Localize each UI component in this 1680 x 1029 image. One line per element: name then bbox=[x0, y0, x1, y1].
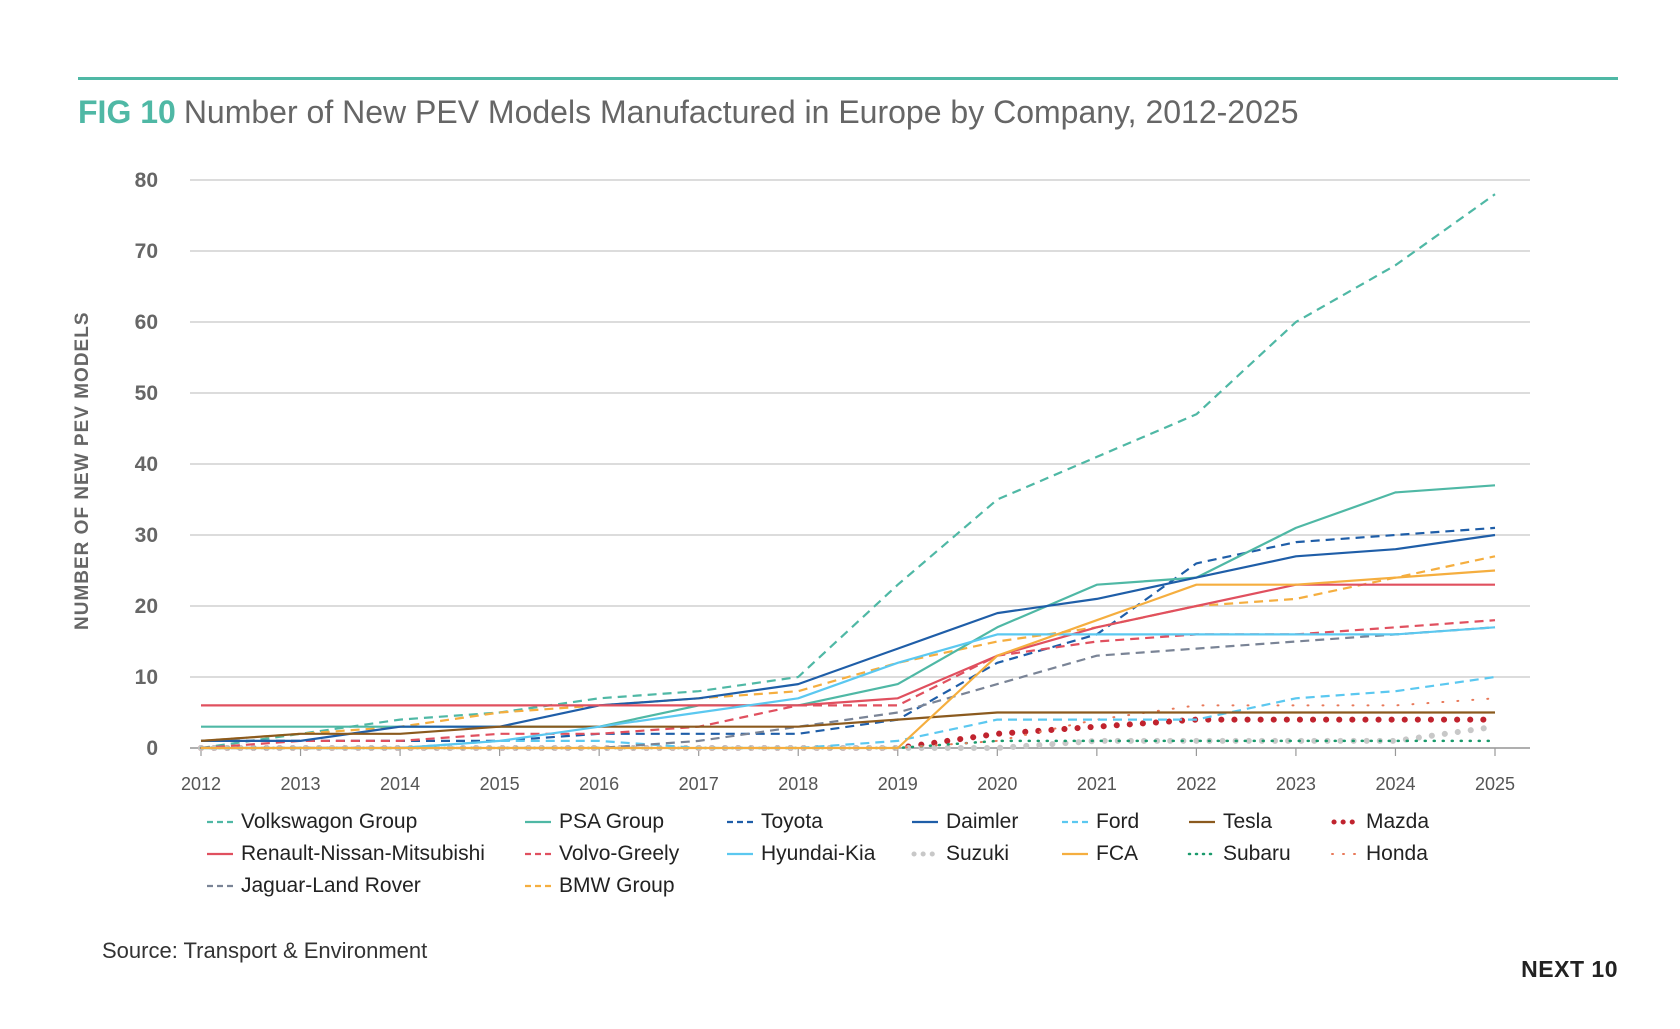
legend-swatch bbox=[1062, 820, 1088, 824]
y-tick-label: 10 bbox=[135, 666, 158, 689]
legend-label: Volkswagon Group bbox=[241, 810, 418, 833]
series-lines bbox=[198, 193, 1498, 751]
legend-swatch bbox=[1062, 852, 1088, 856]
series-line-toyota bbox=[201, 526, 1496, 742]
grid-lines bbox=[190, 179, 1530, 749]
legend-item: Toyota bbox=[725, 810, 823, 834]
legend-swatch bbox=[727, 852, 753, 856]
x-tick-label: 2025 bbox=[1475, 774, 1515, 794]
figure-number: FIG 10 bbox=[78, 94, 176, 130]
series-line-daimler bbox=[201, 533, 1496, 742]
legend-swatch bbox=[207, 820, 233, 824]
legend-item: Mazda bbox=[1330, 810, 1429, 834]
y-tick-label: 60 bbox=[135, 311, 158, 334]
legend-swatch bbox=[207, 884, 233, 888]
legend-label: FCA bbox=[1096, 842, 1138, 865]
legend-item: BMW Group bbox=[523, 874, 675, 898]
series-line-fca bbox=[201, 569, 1496, 750]
x-tick-label: 2022 bbox=[1176, 774, 1216, 794]
legend-swatch bbox=[1331, 853, 1359, 855]
legend-item: Renault-Nissan-Mitsubishi bbox=[205, 842, 485, 866]
legend-item: Subaru bbox=[1187, 842, 1291, 866]
legend-label: Toyota bbox=[761, 810, 823, 833]
legend-item: FCA bbox=[1060, 842, 1138, 866]
legend-swatch bbox=[525, 884, 551, 888]
legend-swatch bbox=[1187, 852, 1217, 856]
legend-swatch bbox=[525, 852, 551, 856]
x-tick-label: 2012 bbox=[181, 774, 221, 794]
series-line-renault-nissan-mitsubishi bbox=[201, 583, 1495, 707]
brand-logo: NEXT 10 bbox=[1521, 956, 1618, 982]
legend-label: Ford bbox=[1096, 810, 1140, 833]
legend-item: Suzuki bbox=[910, 842, 1009, 866]
legend-swatch bbox=[525, 820, 551, 824]
series-line-volkswagon-group bbox=[200, 193, 1496, 750]
x-tick-label: 2019 bbox=[878, 774, 918, 794]
legend-item: Hyundai-Kia bbox=[725, 842, 875, 866]
series-line-bmw-group bbox=[200, 555, 1496, 742]
y-tick-label: 20 bbox=[135, 595, 158, 618]
x-tick-label: 2020 bbox=[977, 774, 1017, 794]
y-tick-label: 30 bbox=[135, 524, 158, 547]
figure-title: FIG 10 Number of New PEV Models Manufactu… bbox=[78, 94, 1298, 131]
legend-label: PSA Group bbox=[559, 810, 665, 833]
top-rule bbox=[78, 77, 1618, 80]
y-tick-label: 80 bbox=[135, 169, 158, 192]
y-tick-label: 0 bbox=[146, 737, 158, 760]
legend-label: Suzuki bbox=[946, 842, 1010, 865]
x-tick-label: 2016 bbox=[579, 774, 619, 794]
legend-swatch bbox=[727, 820, 753, 824]
figure-title-text: Number of New PEV Models Manufactured in… bbox=[183, 94, 1299, 130]
legend-swatch bbox=[912, 820, 938, 824]
x-tick-label: 2013 bbox=[281, 774, 321, 794]
legend-label: Jaguar-Land Rover bbox=[241, 874, 421, 897]
series-line-jaguar-land-rover bbox=[201, 626, 1496, 750]
legend-swatch bbox=[1189, 820, 1215, 824]
legend-item: PSA Group bbox=[523, 810, 664, 834]
series-line-volvo-greely bbox=[200, 619, 1496, 750]
y-tick-labels: 0 10 20 30 40 50 60 70 80 bbox=[135, 169, 158, 760]
legend-item: Daimler bbox=[910, 810, 1018, 834]
legend-label: Volvo-Greely bbox=[559, 842, 680, 865]
x-tick-label: 2021 bbox=[1077, 774, 1117, 794]
legend-item: Honda bbox=[1330, 842, 1428, 866]
x-tick-labels: 2012 2013 2014 2015 2016 2017 2018 2019 2020 2021… bbox=[181, 748, 1515, 794]
legend-label: Tesla bbox=[1223, 810, 1273, 833]
legend-label: Daimler bbox=[946, 810, 1019, 833]
y-tick-label: 50 bbox=[135, 382, 158, 405]
y-tick-label: 40 bbox=[135, 453, 158, 476]
legend-item: Ford bbox=[1060, 810, 1139, 834]
legend-swatch bbox=[207, 852, 233, 856]
legend-label: Hyundai-Kia bbox=[761, 842, 876, 865]
source-note: Source: Transport & Environment bbox=[102, 938, 428, 963]
legend-swatch bbox=[911, 851, 940, 857]
series-line-hyundai-kia bbox=[201, 626, 1496, 750]
legend-item: Volvo-Greely bbox=[523, 842, 679, 866]
legend-item: Volkswagon Group bbox=[205, 810, 417, 834]
y-tick-label: 70 bbox=[135, 240, 158, 263]
legend-label: BMW Group bbox=[559, 874, 675, 897]
legend-swatch bbox=[1331, 819, 1360, 825]
x-tick-label: 2017 bbox=[679, 774, 719, 794]
x-tick-label: 2014 bbox=[380, 774, 420, 794]
legend-label: Renault-Nissan-Mitsubishi bbox=[241, 842, 485, 865]
legend-item: Jaguar-Land Rover bbox=[205, 874, 421, 898]
x-tick-label: 2015 bbox=[480, 774, 520, 794]
legend-item: Tesla bbox=[1187, 810, 1272, 834]
x-tick-label: 2018 bbox=[778, 774, 818, 794]
series-line-tesla bbox=[200, 711, 1495, 742]
legend-label: Honda bbox=[1366, 842, 1428, 865]
legend-label: Mazda bbox=[1366, 810, 1430, 833]
legend-label: Subaru bbox=[1223, 842, 1291, 865]
x-tick-label: 2023 bbox=[1276, 774, 1316, 794]
x-tick-label: 2024 bbox=[1375, 774, 1415, 794]
